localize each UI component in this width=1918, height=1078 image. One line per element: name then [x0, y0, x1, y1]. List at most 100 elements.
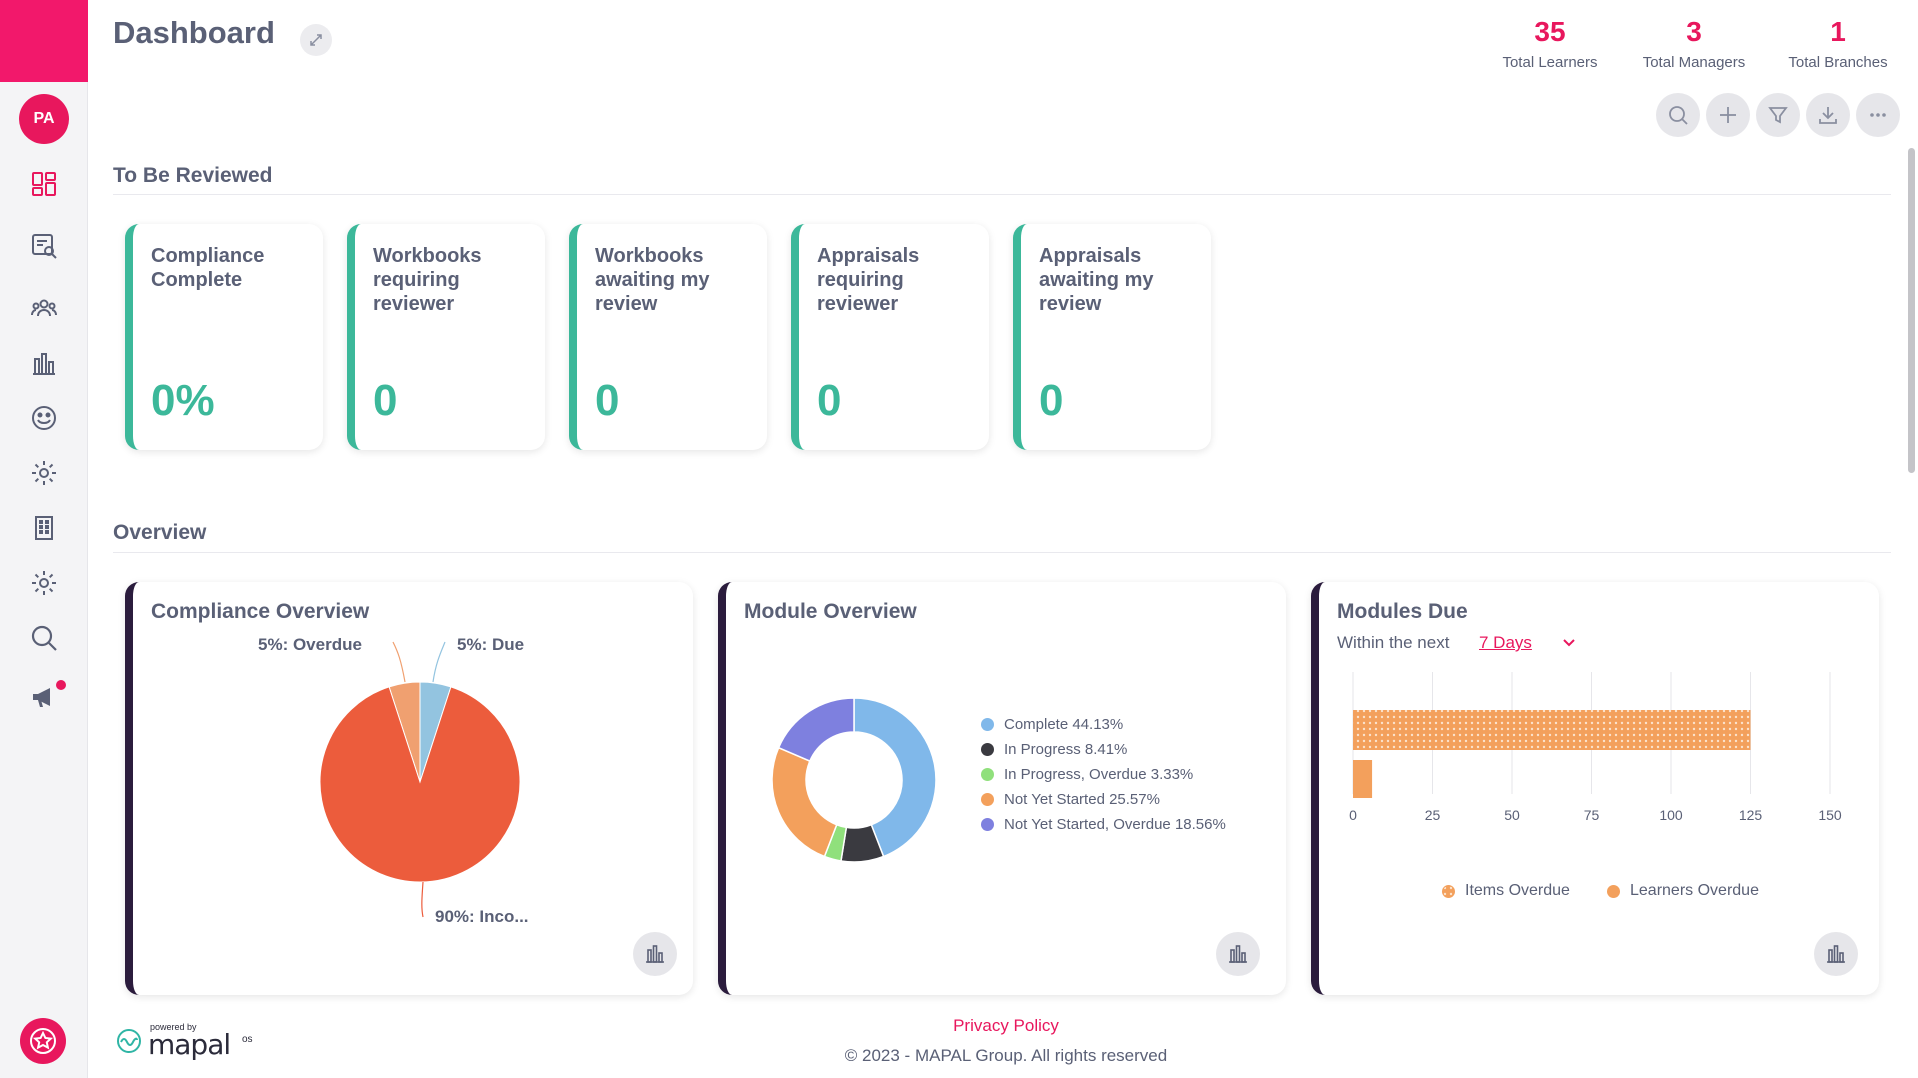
sidebar-item-announcements[interactable]	[28, 681, 60, 713]
expand-button[interactable]	[300, 24, 332, 56]
brand-block[interactable]	[0, 0, 88, 82]
sidebar-item-settings[interactable]	[28, 567, 60, 599]
smiley-icon	[32, 406, 56, 430]
brand-name: mapal	[148, 1028, 231, 1061]
x-tick-label: 50	[1504, 807, 1520, 823]
modules-due-bar-chart: 0 25 50 75 100 125 150	[1349, 672, 1842, 823]
card-value: 0	[817, 376, 842, 425]
megaphone-icon	[33, 688, 50, 707]
x-tick-label: 125	[1739, 807, 1763, 823]
card-appraisals-awaiting-my-review[interactable]: Appraisals awaiting my review 0	[1013, 224, 1211, 450]
more-button[interactable]	[1856, 93, 1900, 137]
card-title: Modules Due	[1337, 600, 1468, 623]
legend-label: Items Overdue	[1465, 882, 1570, 899]
card-label: Compliance Complete	[151, 245, 265, 291]
dashboard-icon	[32, 172, 56, 196]
card-label: Workbooks requiring reviewer	[373, 245, 482, 315]
donut-segment[interactable]	[777, 697, 855, 763]
legend-item[interactable]: Not Yet Started, Overdue 18.56%	[981, 812, 1226, 837]
copyright-text: © 2023 - MAPAL Group. All rights reserve…	[844, 1046, 1168, 1065]
legend-swatch	[981, 818, 994, 831]
card-workbooks-awaiting-my-review[interactable]: Workbooks awaiting my review 0	[569, 224, 767, 450]
settings-icon	[32, 571, 56, 595]
card-label: Appraisals awaiting my review	[1039, 245, 1154, 315]
chart-view-button[interactable]	[1814, 932, 1858, 976]
sidebar-item-dashboard[interactable]	[28, 168, 60, 200]
bar-learners-overdue[interactable]	[1353, 760, 1373, 798]
legend-item[interactable]: Complete 44.13%	[981, 712, 1226, 737]
card-workbooks-requiring-reviewer[interactable]: Workbooks requiring reviewer 0	[347, 224, 545, 450]
powered-by-text: powered by	[150, 1022, 197, 1032]
stat-label: Total Managers	[1642, 54, 1746, 71]
card-value: 0	[373, 376, 398, 425]
module-donut-chart	[771, 697, 937, 863]
avatar[interactable]: PA	[19, 94, 69, 144]
download-icon	[1819, 107, 1837, 124]
section-divider	[113, 194, 1891, 195]
building-icon	[35, 516, 53, 540]
chart-view-button[interactable]	[1216, 932, 1260, 976]
filter-button[interactable]	[1756, 93, 1800, 137]
favourites-button[interactable]	[20, 1018, 66, 1064]
x-tick-label: 75	[1584, 807, 1600, 823]
leader-line-overdue	[392, 641, 406, 683]
page-title: Dashboard	[113, 15, 275, 50]
legend-label: Learners Overdue	[1630, 882, 1759, 899]
legend-item-items-overdue[interactable]: Items Overdue	[1442, 882, 1570, 900]
stat-value: 3	[1686, 16, 1702, 47]
scrollbar[interactable]	[1908, 148, 1915, 473]
wave-logo-icon	[117, 1029, 141, 1053]
legend-item[interactable]: In Progress 8.41%	[981, 737, 1226, 762]
legend-item[interactable]: In Progress, Overdue 3.33%	[981, 762, 1226, 787]
legend-swatch	[981, 793, 994, 806]
search-button[interactable]	[1656, 93, 1700, 137]
card-label: Appraisals requiring reviewer	[817, 245, 920, 315]
legend-label: Complete 44.13%	[1004, 716, 1124, 733]
bar-chart-icon	[1229, 945, 1247, 963]
x-tick-label: 100	[1659, 807, 1683, 823]
leader-line-incomplete	[421, 881, 424, 918]
period-dropdown[interactable]: 7 Days	[1479, 633, 1532, 652]
section-divider	[113, 552, 1891, 553]
sidebar-item-configuration[interactable]	[28, 457, 60, 489]
donut-segment[interactable]	[771, 746, 838, 858]
legend-swatch	[1607, 884, 1620, 898]
card-compliance-complete[interactable]: Compliance Complete 0%	[125, 224, 323, 450]
legend-label: In Progress, Overdue 3.33%	[1004, 766, 1194, 783]
bar-chart-icon	[33, 353, 55, 375]
chevron-down-icon[interactable]	[1563, 638, 1575, 648]
legend-swatch	[981, 768, 994, 781]
section-title-to-be-reviewed: To Be Reviewed	[113, 164, 273, 187]
sidebar-item-people[interactable]	[28, 292, 60, 324]
stat-total-learners: 35 Total Learners	[1492, 14, 1608, 71]
pie-label-incomplete: 90%: Inco...	[435, 907, 529, 926]
donut-segment[interactable]	[853, 697, 937, 858]
legend-item-learners-overdue[interactable]: Learners Overdue	[1607, 882, 1759, 900]
sidebar-item-feedback[interactable]	[28, 402, 60, 434]
report-search-icon	[32, 234, 57, 259]
bar-items-overdue[interactable]	[1353, 710, 1751, 750]
leader-line-due	[432, 641, 446, 683]
sidebar-item-analytics[interactable]	[28, 347, 60, 379]
x-tick-label: 25	[1425, 807, 1441, 823]
card-appraisals-requiring-reviewer[interactable]: Appraisals requiring reviewer 0	[791, 224, 989, 450]
legend-swatch	[981, 743, 994, 756]
add-button[interactable]	[1706, 93, 1750, 137]
privacy-policy-link[interactable]: Privacy Policy	[953, 1016, 1059, 1035]
sidebar-item-search[interactable]	[28, 622, 60, 654]
legend-item[interactable]: Not Yet Started 25.57%	[981, 787, 1226, 812]
more-icon	[1870, 113, 1886, 117]
stat-value: 35	[1534, 16, 1566, 47]
legend-swatch	[981, 718, 994, 731]
pie-slice-incomplete[interactable]	[319, 686, 521, 883]
legend-swatch	[1442, 884, 1455, 898]
chart-view-button[interactable]	[633, 932, 677, 976]
sidebar-item-reports[interactable]	[28, 230, 60, 262]
download-button[interactable]	[1806, 93, 1850, 137]
x-tick-label: 150	[1818, 807, 1842, 823]
bar-chart-icon	[1827, 945, 1845, 963]
stat-value: 1	[1830, 16, 1846, 47]
card-value: 0%	[151, 376, 215, 425]
card-title: Module Overview	[744, 600, 917, 623]
sidebar-item-organisation[interactable]	[28, 512, 60, 544]
